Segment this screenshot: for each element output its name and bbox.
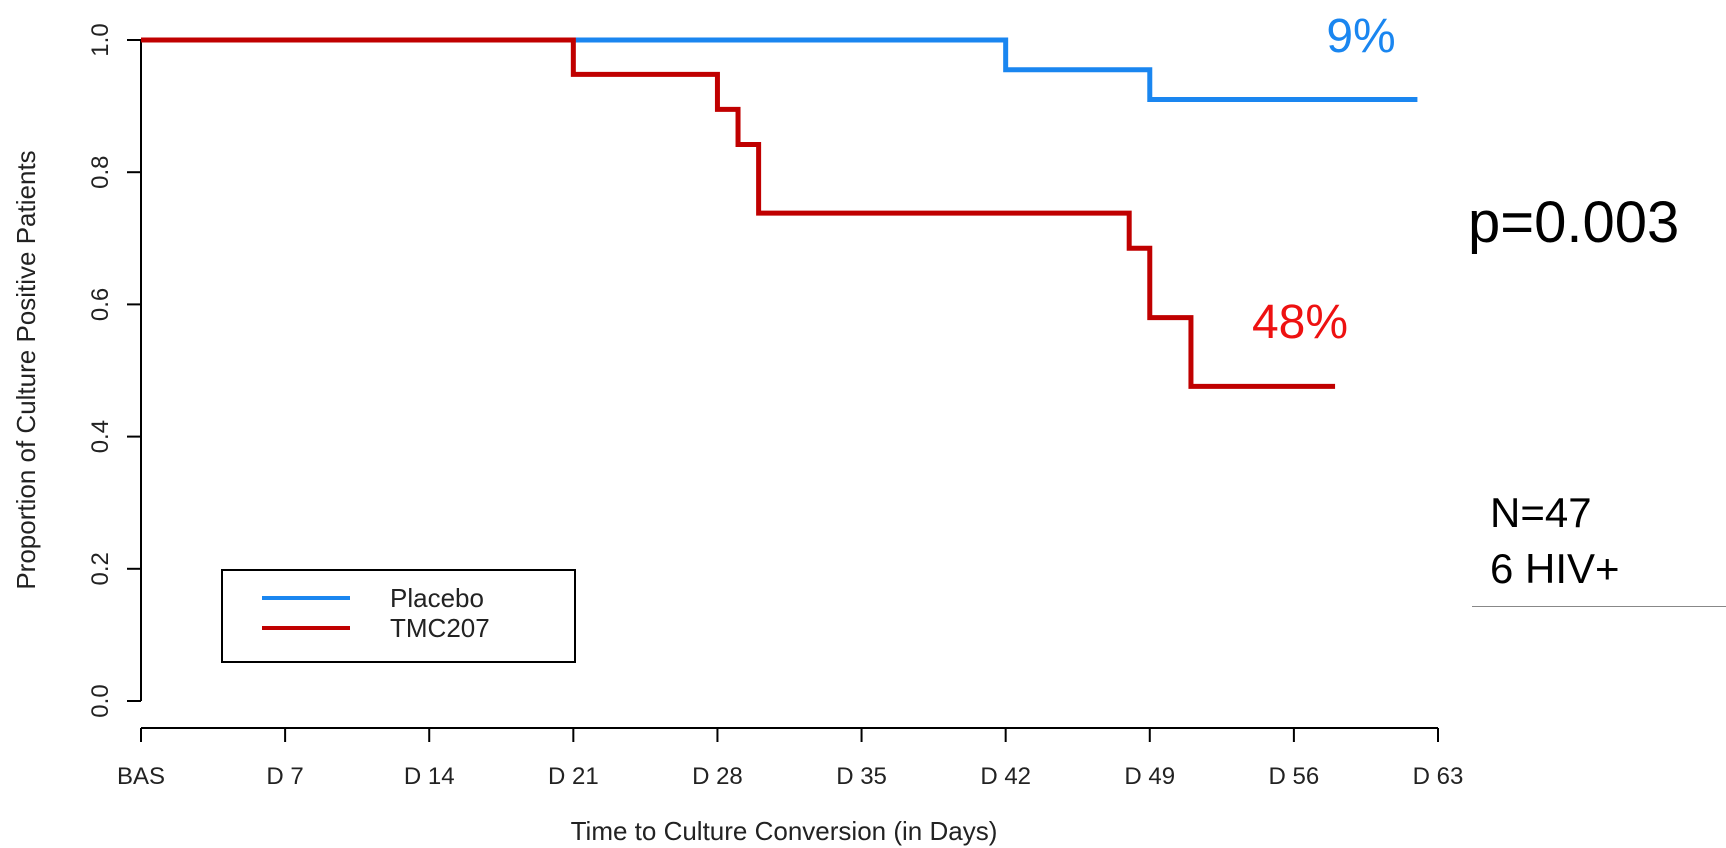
x-tick-label: D 56 (1269, 763, 1320, 790)
x-axis-title: Time to Culture Conversion (in Days) (571, 816, 998, 846)
x-tick-label: BAS (117, 763, 165, 790)
legend-label-tmc207: TMC207 (390, 613, 490, 643)
divider-line (1472, 606, 1726, 607)
legend-label-placebo: Placebo (390, 583, 484, 613)
p-value-annotation: p=0.003 (1468, 190, 1680, 255)
y-tick-label: 0.2 (87, 552, 114, 585)
series-line-tmc207 (141, 37, 1336, 389)
x-tick-label: D 42 (980, 763, 1031, 790)
y-tick-label: 0.4 (87, 420, 114, 453)
y-axis-title: Proportion of Culture Positive Patients (11, 150, 41, 589)
y-tick-label: 0.8 (87, 156, 114, 189)
x-tick-label: D 28 (692, 763, 743, 790)
x-tick-label: D 14 (404, 763, 455, 790)
x-tick-label: D 35 (836, 763, 887, 790)
axes: 0.0 0.2 0.4 0.6 0.8 1.0 BAS D 7 D 14 D 21 D 28 D 35… (11, 23, 1463, 846)
x-tick-label: D 63 (1413, 763, 1464, 790)
hiv-count-annotation: 6 HIV+ (1490, 545, 1620, 592)
y-tick-label: 1.0 (87, 23, 114, 56)
end-label-tmc207: 48% (1252, 296, 1348, 349)
x-tick-label: D 7 (266, 763, 303, 790)
y-tick-label: 0.0 (87, 684, 114, 717)
end-label-placebo: 9% (1326, 10, 1395, 63)
x-tick-label: D 49 (1124, 763, 1175, 790)
y-tick-label: 0.6 (87, 288, 114, 321)
series-layer (141, 37, 1418, 389)
x-tick-label: D 21 (548, 763, 599, 790)
legend-box (221, 569, 576, 663)
sample-size-annotation: N=47 (1490, 489, 1592, 536)
series-line-placebo (141, 37, 1418, 102)
series-end-labels: 9% 48% (1252, 10, 1396, 349)
